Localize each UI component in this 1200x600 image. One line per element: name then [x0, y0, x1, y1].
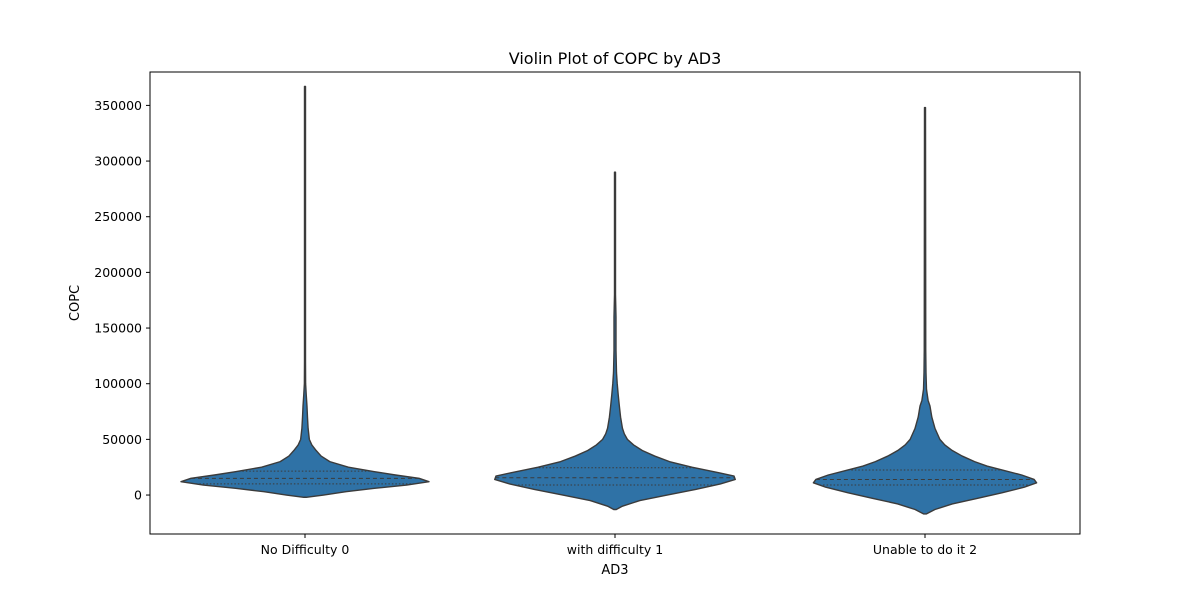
x-tick-label: No Difficulty 0: [261, 542, 350, 557]
y-tick-label: 0: [134, 488, 142, 503]
violin-body: [494, 171, 736, 511]
y-tick-label: 200000: [94, 265, 142, 280]
chart-title: Violin Plot of COPC by AD3: [509, 49, 722, 68]
y-tick-label: 300000: [94, 154, 142, 169]
violins-layer: [180, 85, 1038, 515]
violin-body: [180, 85, 430, 498]
y-tick-label: 100000: [94, 376, 142, 391]
violin-body: [812, 106, 1038, 515]
y-tick-label: 250000: [94, 209, 142, 224]
x-axis-title: AD3: [601, 563, 628, 578]
x-tick-label: with difficulty 1: [567, 542, 663, 557]
x-axis-ticks: No Difficulty 0 with difficulty 1 Unable t…: [261, 534, 977, 557]
y-axis-title: COPC: [68, 285, 83, 321]
y-axis-ticks: 0 50000 100000 150000 200000 250000 300000 3500…: [94, 98, 150, 503]
plot-frame: [149, 71, 1081, 535]
x-tick-label: Unable to do it 2: [873, 542, 977, 557]
y-tick-label: 150000: [94, 321, 142, 336]
y-tick-label: 50000: [102, 432, 142, 447]
y-tick-label: 350000: [94, 98, 142, 113]
